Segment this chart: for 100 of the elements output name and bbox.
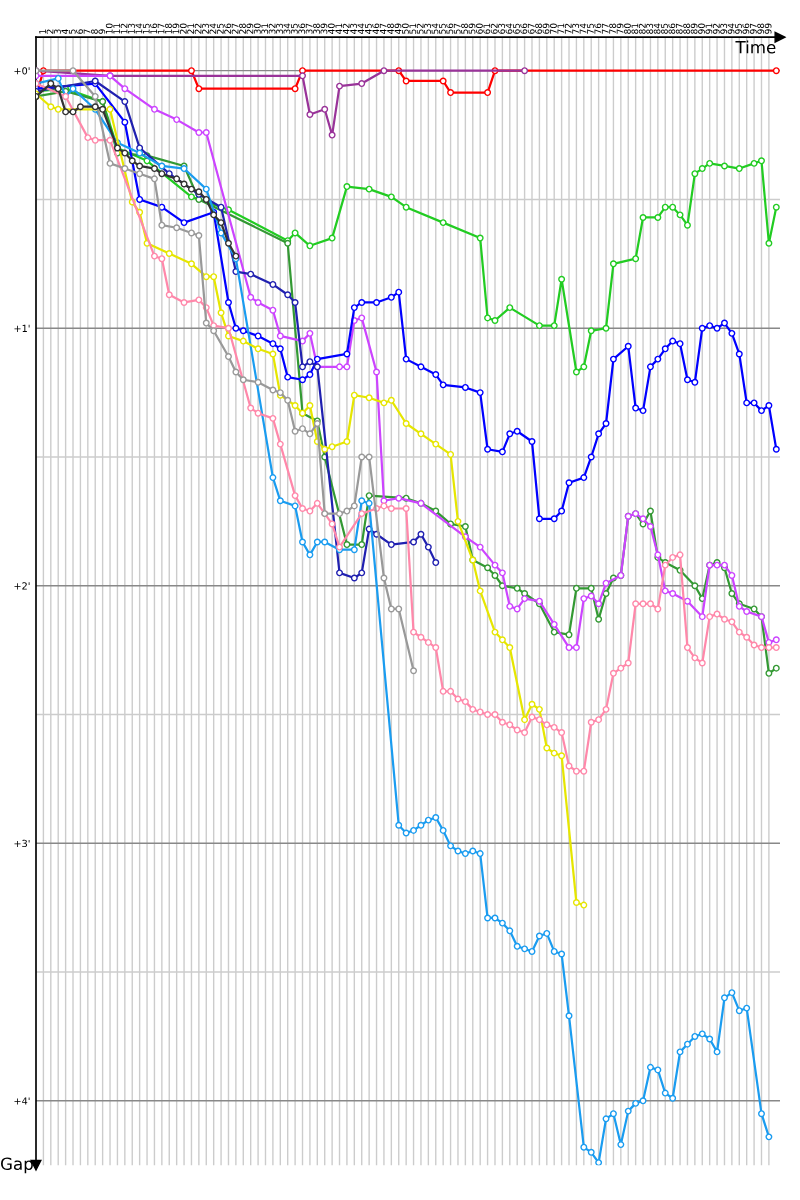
x-tick-label: 17	[157, 23, 165, 34]
x-tick-label: 97	[749, 23, 757, 34]
x-tick-label: 98	[757, 23, 765, 34]
x-tick-label: 93	[720, 23, 728, 34]
x-tick-label: 86	[668, 23, 676, 34]
x-tick-label: 55	[439, 23, 446, 34]
x-tick-label: 75	[587, 23, 594, 34]
x-tick-label: 64	[505, 23, 513, 34]
x-tick-label: 38	[313, 23, 320, 34]
x-tick-label: 27	[231, 23, 239, 34]
x-tick-label: 22	[194, 23, 202, 34]
x-tick-label: 14	[135, 23, 143, 34]
x-tick-label: 8	[91, 29, 98, 34]
x-tick-label: 58	[461, 23, 468, 34]
x-tick-label: 89	[690, 23, 698, 34]
x-tick-label: 7	[83, 29, 91, 34]
x-tick-label: 66	[520, 23, 528, 34]
x-tick-label: 68	[535, 23, 543, 34]
x-tick-label: 50	[401, 23, 409, 34]
x-tick-label: 70	[550, 23, 557, 34]
x-tick-label: 88	[683, 23, 691, 34]
x-tick-label: 35	[290, 23, 298, 34]
x-tick-label: 46	[372, 23, 380, 34]
x-tick-label: 87	[675, 23, 683, 34]
x-tick-label: 16	[150, 23, 158, 34]
x-tick-label: 51	[409, 23, 417, 34]
x-tick-label: 52	[416, 23, 424, 34]
x-tick-label: 36	[298, 23, 306, 34]
x-tick-label: 63	[498, 23, 506, 34]
x-tick-label: 72	[564, 23, 572, 34]
x-tick-label: 71	[557, 23, 565, 34]
x-axis-title: Time	[735, 40, 776, 54]
y-tick-label: +1'	[14, 324, 30, 332]
x-tick-label: 21	[187, 23, 194, 34]
x-tick-label: 45	[365, 23, 372, 34]
x-tick-label: 1	[39, 29, 46, 34]
x-tick-label: 40	[327, 23, 335, 34]
x-tick-label: 77	[601, 23, 609, 34]
x-tick-label: 82	[638, 23, 646, 34]
x-tick-label: 5	[68, 29, 76, 34]
x-tick-label: 76	[594, 23, 602, 34]
x-tick-label: 80	[624, 23, 631, 34]
x-tick-label: 54	[431, 23, 439, 34]
x-tick-label: 95	[735, 23, 742, 34]
x-tick-label: 42	[342, 23, 350, 34]
x-tick-label: 43	[350, 23, 357, 34]
x-tick-label: 30	[253, 23, 261, 34]
x-tick-label: 2	[46, 29, 54, 34]
x-tick-label: 79	[616, 23, 624, 34]
x-tick-label: 78	[609, 23, 617, 34]
x-tick-label: 92	[712, 23, 720, 34]
y-tick-label: +0'	[14, 67, 30, 75]
x-tick-label: 12	[120, 23, 128, 34]
x-tick-label: 19	[172, 23, 180, 34]
x-tick-label: 60	[475, 23, 483, 34]
x-tick-label: 18	[165, 23, 172, 34]
x-tick-label: 83	[646, 23, 654, 34]
x-tick-label: 20	[179, 23, 187, 34]
x-tick-label: 73	[572, 23, 580, 34]
x-tick-label: 94	[727, 23, 735, 34]
y-axis-title: Gap	[0, 1157, 33, 1174]
x-tick-label: 33	[276, 23, 283, 34]
x-tick-label: 90	[698, 23, 705, 34]
x-tick-label: 10	[105, 23, 113, 34]
x-tick-label: 23	[202, 23, 209, 34]
x-tick-label: 3	[54, 29, 61, 34]
x-tick-label: 59	[468, 23, 476, 34]
x-tick-label: 44	[357, 23, 365, 34]
x-tick-label: 39	[320, 23, 328, 34]
x-tick-label: 85	[661, 23, 668, 34]
x-tick-label: 28	[239, 23, 246, 34]
x-tick-label: 48	[387, 23, 394, 34]
x-tick-label: 32	[268, 23, 276, 34]
x-tick-label: 99	[764, 23, 772, 34]
x-tick-label: 37	[305, 23, 313, 34]
x-tick-label: 15	[142, 23, 150, 34]
x-tick-label: 6	[76, 29, 84, 34]
x-tick-label: 67	[527, 23, 535, 34]
x-tick-label: 11	[113, 23, 120, 34]
y-tick-label: +3'	[14, 839, 30, 848]
x-tick-label: 9	[98, 29, 106, 34]
x-tick-label: 96	[742, 23, 750, 34]
x-tick-label: 49	[394, 23, 402, 34]
x-tick-label: 74	[579, 23, 587, 34]
y-tick-label: +2'	[14, 582, 30, 590]
x-tick-label: 24	[209, 23, 217, 34]
x-tick-label: 69	[542, 23, 550, 34]
x-tick-label: 4	[61, 29, 69, 34]
x-tick-label: 57	[453, 23, 461, 34]
x-tick-label: 13	[128, 23, 135, 34]
x-tick-label: 47	[379, 23, 387, 34]
x-tick-label: 65	[512, 23, 520, 34]
x-tick-label: 62	[490, 23, 498, 34]
x-tick-label: 56	[446, 23, 454, 34]
y-tick-label: +4'	[14, 1097, 30, 1105]
x-tick-label: 26	[224, 23, 232, 34]
x-tick-label: 29	[246, 23, 254, 34]
x-tick-label: 34	[283, 23, 291, 34]
x-tick-label: 84	[653, 23, 661, 34]
x-tick-label: 81	[631, 23, 639, 34]
